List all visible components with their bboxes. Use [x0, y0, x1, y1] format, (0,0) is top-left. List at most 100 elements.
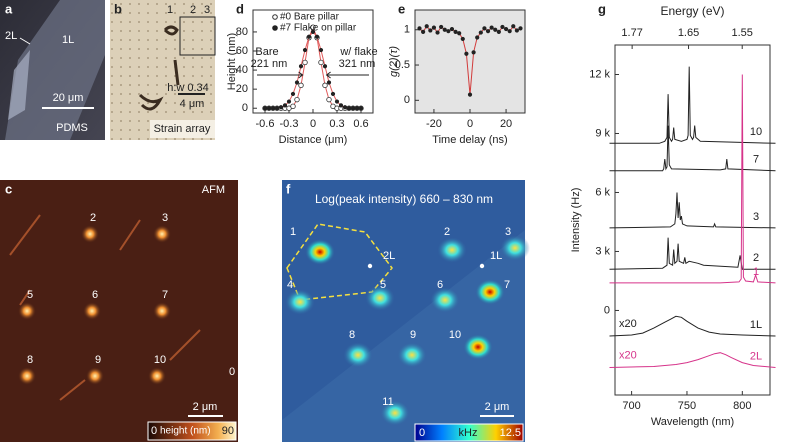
data-point [460, 36, 465, 42]
map-title: Log(peak intensity) 660 – 830 nm [315, 192, 493, 206]
x-tick-label: 700 [622, 400, 640, 412]
site-label: 0 [229, 366, 235, 378]
colorbar-max: 90 [222, 425, 234, 437]
data-point [314, 34, 320, 39]
panel-label: e [398, 1, 405, 16]
data-point [294, 80, 300, 85]
data-point [330, 91, 336, 97]
data-point [518, 26, 523, 31]
data-point [485, 29, 491, 34]
colorbar [147, 421, 237, 441]
data-point [322, 64, 328, 69]
data-point [310, 24, 316, 30]
arrow [257, 71, 369, 79]
annotation: 321 nm [339, 58, 376, 70]
data-point [354, 106, 360, 111]
afm-spot [153, 225, 171, 243]
data-point [266, 106, 272, 111]
scale-text: 2 μm [485, 401, 510, 413]
layer-dot [479, 263, 485, 269]
series-label: 7 [753, 154, 759, 166]
afm-spot [153, 302, 171, 320]
x2-tick-label: 1.77 [621, 27, 642, 39]
spectrum [609, 74, 776, 284]
pl-spot [475, 279, 505, 305]
inset-box [179, 16, 216, 56]
x2-tick-label: 1.55 [731, 27, 752, 39]
series-label: 2 [753, 252, 759, 264]
pl-spot [437, 237, 467, 263]
site-label: 10 [449, 329, 461, 341]
data-point [507, 29, 512, 34]
panel-label: b [114, 1, 122, 16]
series-label: 2L [750, 350, 762, 362]
panel-b: b 1 2 3 h:w 0.34 4 μm Strain array [110, 0, 216, 140]
data-point [442, 27, 447, 32]
pl-spot [430, 287, 460, 313]
spectrum [609, 237, 776, 270]
panel-a: a 2L 1L 20 μm PDMS [0, 0, 105, 140]
site-label: 9 [410, 329, 416, 341]
data-point [342, 105, 348, 110]
data-point [421, 29, 426, 34]
data-point [290, 103, 296, 110]
x-axis-label: Wavelength (nm) [651, 416, 734, 428]
layer-label: 1L [490, 250, 502, 262]
x2-tick-label: 1.65 [678, 27, 699, 39]
data-point [338, 103, 344, 108]
layer-label: 2L [383, 250, 395, 262]
site-label: 7 [162, 289, 168, 301]
x-tick-label: -20 [426, 118, 442, 130]
series-label: 3 [753, 211, 759, 223]
x-tick-label: 750 [678, 400, 696, 412]
substrate-label: PDMS [56, 122, 88, 134]
y-tick-label: 80 [236, 26, 248, 38]
data-point [310, 29, 316, 35]
y-axis-label: Intensity (Hz) [570, 188, 582, 253]
data-point [326, 80, 332, 85]
panel-label: d [236, 1, 244, 16]
x-axis-label: Distance (μm) [279, 134, 348, 146]
x-tick-label: 0 [467, 118, 473, 130]
site-label: 3 [505, 226, 511, 238]
data-point [322, 82, 328, 89]
y-tick-label: 6 k [595, 186, 610, 198]
y-tick-label: 3 k [595, 245, 610, 257]
legend-marker [272, 14, 278, 20]
afm-spot [86, 367, 104, 385]
data-point [453, 29, 458, 34]
arrow [19, 37, 31, 45]
data-point [431, 25, 437, 30]
x-axis-label: Time delay (ns) [432, 134, 507, 146]
afm-spot [81, 225, 99, 243]
pl-spot [343, 342, 373, 368]
data-point [294, 96, 300, 103]
series-label: 1 [753, 266, 759, 278]
data-point [274, 106, 280, 111]
site-label: 1 [290, 226, 296, 238]
data-point [482, 26, 487, 31]
y-tick-label: 0.5 [395, 59, 410, 71]
pl-spot [365, 285, 395, 311]
layer-label: 2L [5, 30, 17, 42]
panel-label: g [598, 1, 606, 16]
y-tick-label: 60 [236, 45, 248, 57]
scale-label: x20 [619, 318, 637, 330]
caption-box [150, 120, 215, 138]
site-label: 9 [95, 354, 101, 366]
data-point [439, 24, 444, 30]
site-label: 5 [380, 279, 386, 291]
site-label: 5 [27, 289, 33, 301]
scale-text: 2 μm [193, 401, 218, 413]
data-point [467, 92, 473, 97]
colorbar-min: 0 [151, 425, 157, 437]
data-point [478, 30, 483, 35]
data-point [471, 50, 476, 55]
substrate-region [282, 230, 525, 442]
data-point [500, 24, 505, 30]
spectrum [609, 352, 776, 368]
annotation: w/ flake [339, 46, 377, 58]
x-tick-label: 800 [733, 400, 751, 412]
layer-dot [367, 263, 373, 269]
